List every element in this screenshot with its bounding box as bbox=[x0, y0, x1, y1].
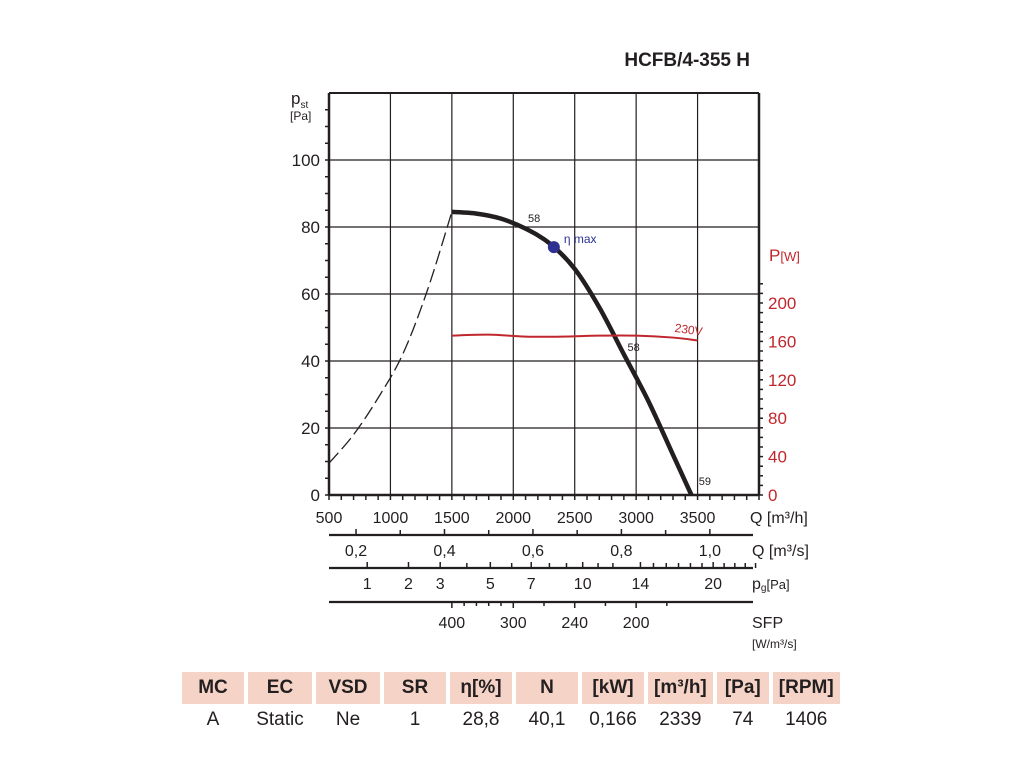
power-curve-label: 230V bbox=[674, 321, 704, 339]
scale-tick-label: 20 bbox=[704, 576, 722, 593]
eta-max-label: η max bbox=[564, 232, 597, 246]
scale-tick-label: 14 bbox=[632, 576, 650, 593]
pressure-curve bbox=[451, 209, 694, 496]
scale-tick-label: 1 bbox=[363, 576, 372, 593]
value-ec: Static bbox=[256, 709, 304, 730]
y-tick-label: 40 bbox=[301, 352, 320, 371]
eta-max-marker bbox=[547, 241, 560, 254]
header-mc: MC bbox=[182, 672, 244, 704]
scale-tick-label: 7 bbox=[527, 576, 536, 593]
header-rpm: [RPM] bbox=[772, 672, 840, 704]
x-tick-label: 2000 bbox=[495, 510, 531, 527]
x-axis-label: Q [m³/h] bbox=[750, 510, 808, 527]
y-tick-label: 0 bbox=[311, 486, 320, 505]
value-eta: 28,8 bbox=[462, 709, 500, 730]
y2-tick-label: 0 bbox=[768, 486, 777, 505]
scale-tick-label: 3 bbox=[436, 576, 445, 593]
secondary-scales: 0,2 0,4 0,6 0,8 1,0 Q [m³/s] 1 2 3 5 7 10 14 20 pg[Pa]… bbox=[329, 529, 809, 651]
specs-table: MC EC VSD SR η[%] N [kW] [m³/h] [Pa] [RP… bbox=[178, 672, 844, 736]
y2-tick-label: 120 bbox=[768, 371, 796, 390]
scale-tick-label: 200 bbox=[623, 615, 650, 632]
header-kw: [kW] bbox=[582, 672, 644, 704]
y-tick-label: 100 bbox=[292, 151, 320, 170]
x-tick-label: 3500 bbox=[680, 510, 716, 527]
value-mc: A bbox=[206, 709, 220, 730]
y-axis-label: pst bbox=[291, 89, 308, 111]
y-tick-label: 60 bbox=[301, 285, 320, 304]
x-tick-label: 2500 bbox=[557, 510, 593, 527]
y-tick-label: 20 bbox=[301, 419, 320, 438]
value-vsd: Ne bbox=[335, 709, 361, 730]
scale-tick-label: 0,6 bbox=[522, 543, 544, 560]
scale-unit-sfp: [W/m³/s] bbox=[752, 637, 797, 651]
value-kw: 0,166 bbox=[589, 709, 637, 730]
scale-label-sfp: SFP bbox=[752, 615, 783, 632]
header-vsd: VSD bbox=[316, 672, 380, 704]
scale-tick-label: 2 bbox=[404, 576, 413, 593]
y2-tick-label: 80 bbox=[768, 409, 787, 428]
series bbox=[328, 209, 698, 496]
scale-tick-label: 0,4 bbox=[433, 543, 455, 560]
value-m3h: 2339 bbox=[659, 709, 702, 730]
header-ec: EC bbox=[248, 672, 312, 704]
scale-tick-label: 300 bbox=[500, 615, 527, 632]
specs-value-row: A Static Ne 1 28,8 40,1 0,166 2339 74 14… bbox=[182, 704, 840, 736]
header-eta: η[%] bbox=[450, 672, 512, 704]
y2-tick-label: 200 bbox=[768, 294, 796, 313]
value-n: 40,1 bbox=[528, 709, 566, 730]
value-sr: 1 bbox=[409, 709, 421, 730]
unstable-region bbox=[328, 211, 453, 464]
labels: 58 η max 230V 58 59 bbox=[528, 213, 711, 488]
y-axis-unit: [Pa] bbox=[290, 109, 311, 123]
header-sr: SR bbox=[384, 672, 446, 704]
value-pa: 74 bbox=[732, 709, 754, 730]
scale-tick-label: 400 bbox=[439, 615, 466, 632]
scale-tick-label: 0,8 bbox=[610, 543, 632, 560]
scale-tick-label: 1,0 bbox=[699, 543, 721, 560]
efficiency-label: 58 bbox=[628, 342, 640, 354]
y2-axis-label: P[W] bbox=[769, 246, 800, 265]
grid bbox=[329, 93, 759, 495]
value-rpm: 1406 bbox=[785, 709, 828, 730]
scale-label-pg: pg[Pa] bbox=[752, 576, 790, 594]
scale-tick-label: 10 bbox=[574, 576, 592, 593]
y2-tick-label: 40 bbox=[768, 448, 787, 467]
scale-tick-label: 0,2 bbox=[345, 543, 367, 560]
efficiency-label: 58 bbox=[528, 213, 540, 225]
y-tick-label: 80 bbox=[301, 218, 320, 237]
chart-title: HCFB/4-355 H bbox=[624, 50, 750, 71]
scale-tick-label: 240 bbox=[561, 615, 588, 632]
header-n: N bbox=[516, 672, 578, 704]
scale-tick-label: 5 bbox=[486, 576, 495, 593]
scale-label-q-m3s: Q [m³/s] bbox=[752, 543, 809, 560]
x-tick-label: 500 bbox=[316, 510, 343, 527]
specs-header-row: MC EC VSD SR η[%] N [kW] [m³/h] [Pa] [RP… bbox=[182, 672, 840, 704]
y2-tick-label: 160 bbox=[768, 332, 796, 351]
efficiency-label: 59 bbox=[699, 476, 711, 488]
header-pa: [Pa] bbox=[716, 672, 769, 704]
power-230V bbox=[451, 333, 698, 342]
x-tick-label: 3000 bbox=[618, 510, 654, 527]
x-tick-label: 1500 bbox=[434, 510, 470, 527]
x-tick-label: 1000 bbox=[373, 510, 409, 527]
header-m3h: [m³/h] bbox=[648, 672, 713, 704]
